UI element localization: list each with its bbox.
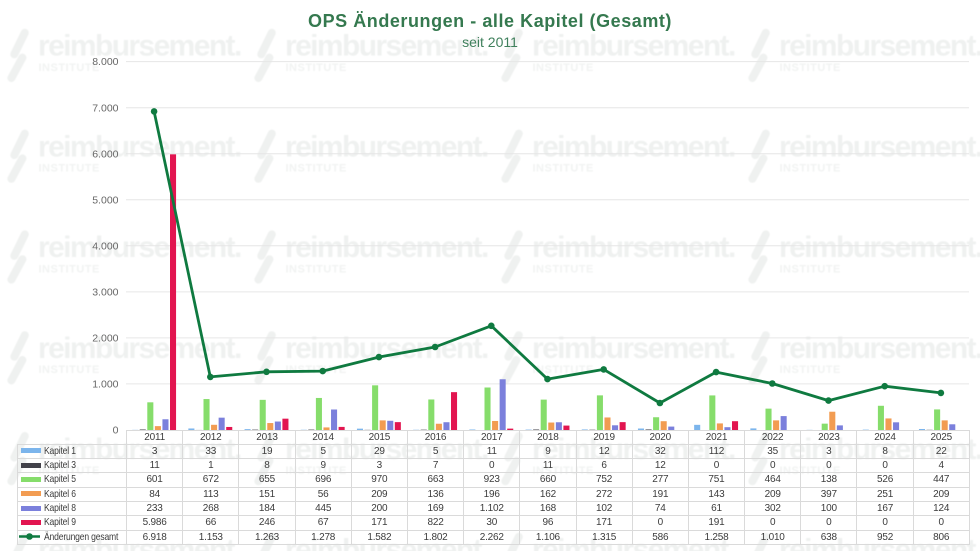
svg-text:3.000: 3.000 xyxy=(92,287,118,299)
svg-text:2.000: 2.000 xyxy=(92,333,118,345)
svg-text:1.000: 1.000 xyxy=(92,379,118,391)
svg-text:8.000: 8.000 xyxy=(92,56,118,68)
svg-text:7.000: 7.000 xyxy=(92,102,118,114)
svg-text:0: 0 xyxy=(113,425,119,437)
svg-text:5.000: 5.000 xyxy=(92,194,118,206)
svg-text:4.000: 4.000 xyxy=(92,240,118,252)
svg-text:6.000: 6.000 xyxy=(92,148,118,160)
